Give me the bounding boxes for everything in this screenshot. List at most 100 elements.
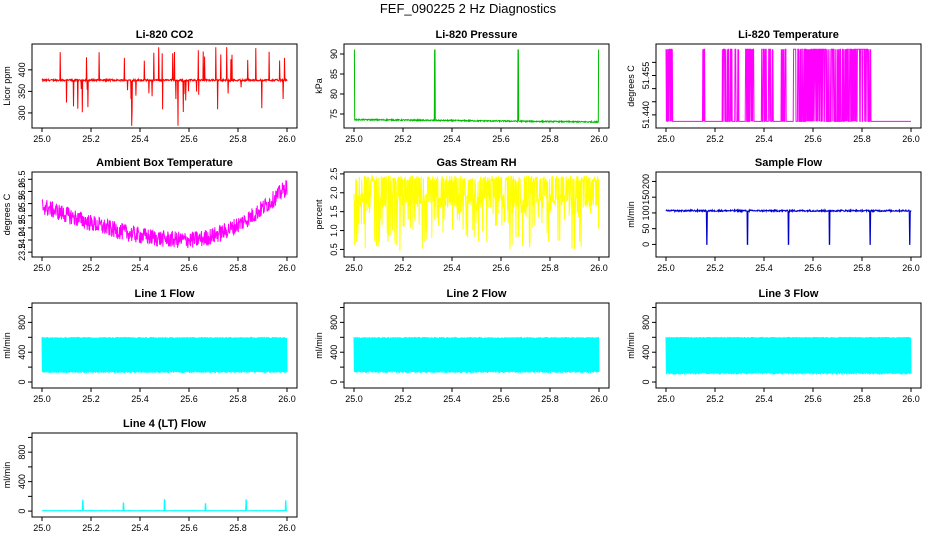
- y-axis-label-pressure: kPa: [314, 78, 324, 94]
- x-tick-label: 25.0: [657, 394, 675, 404]
- plot-frame-line2: [343, 302, 610, 389]
- series-line-co2: [41, 47, 288, 126]
- x-tick-label: 26.0: [590, 394, 608, 404]
- y-tick-label: 90: [329, 49, 339, 59]
- y-tick-label: 400: [17, 62, 27, 77]
- y-tick-label: 23.5: [17, 243, 27, 261]
- x-tick-label: 25.2: [82, 523, 100, 533]
- y-tick-label: 26.5: [17, 171, 27, 189]
- plot-frame-co2: [31, 43, 298, 129]
- x-tick-label: 25.2: [706, 263, 724, 273]
- y-tick-label: 400: [17, 345, 27, 360]
- x-tick-label: 25.2: [82, 263, 100, 273]
- x-tick-label: 25.0: [657, 134, 675, 144]
- y-tick-label: 2.0: [329, 187, 339, 200]
- plot-title-pressure: Li-820 Pressure: [436, 29, 518, 41]
- x-tick-label: 25.8: [229, 263, 247, 273]
- x-tick-label: 26.0: [902, 394, 920, 404]
- y-axis-label-line3: ml/min: [626, 332, 636, 359]
- y-tick-label: 0: [329, 380, 339, 385]
- x-tick-label: 25.2: [706, 134, 724, 144]
- plot-title-line1: Line 1 Flow: [135, 288, 195, 300]
- x-tick-label: 25.6: [180, 394, 198, 404]
- x-tick-label: 25.8: [853, 394, 871, 404]
- y-axis-label-ambient: degrees C: [2, 193, 12, 235]
- y-tick-label: 800: [329, 315, 339, 330]
- plot-frame-temp820: [655, 43, 922, 129]
- y-axis-label-co2: Licor ppm: [2, 66, 12, 106]
- x-tick-label: 25.4: [131, 263, 149, 273]
- x-tick-label: 25.6: [804, 134, 822, 144]
- x-tick-label: 25.6: [492, 134, 510, 144]
- x-tick-label: 25.4: [131, 523, 149, 533]
- plot-frame-sample: [655, 171, 922, 258]
- y-tick-label: 800: [17, 445, 27, 460]
- plot-line4: Line 4 (LT) Flow 25.0 25.2 25.4 25.6 25.8 26.0…: [2, 418, 298, 533]
- series-line-temp820: [665, 48, 911, 122]
- x-tick-label: 25.4: [131, 394, 149, 404]
- x-tick-label: 26.0: [590, 263, 608, 273]
- x-tick-label: 25.8: [541, 263, 559, 273]
- plot-grid: Li-820 CO2 25.0 25.2 25.4 25.6 25.8 26.0 300 350…: [2, 29, 922, 533]
- x-tick-label: 25.4: [755, 134, 773, 144]
- x-tick-label: 26.0: [278, 134, 296, 144]
- x-tick-label: 25.0: [33, 523, 51, 533]
- x-tick-label: 25.0: [345, 263, 363, 273]
- y-tick-label: 400: [641, 345, 651, 360]
- y-tick-label: 51.455: [641, 62, 651, 90]
- x-tick-label: 25.4: [131, 134, 149, 144]
- y-tick-label: 100: [641, 205, 651, 220]
- plot-ambient: Ambient Box Temperature 25.0 25.2 25.4 25.6 2…: [2, 157, 298, 273]
- plot-co2: Li-820 CO2 25.0 25.2 25.4 25.6 25.8 26.0 300 350…: [2, 29, 298, 144]
- x-tick-label: 25.0: [33, 134, 51, 144]
- plot-frame-line4: [31, 432, 298, 518]
- y-tick-label: 400: [329, 345, 339, 360]
- x-tick-label: 25.0: [345, 134, 363, 144]
- plot-frame-line1: [31, 302, 298, 389]
- series-line-ambient: [41, 180, 288, 249]
- series-line-line2: [353, 336, 600, 374]
- plot-frame-ambient: [31, 171, 298, 258]
- x-tick-label: 26.0: [278, 394, 296, 404]
- y-tick-label: 51.440: [641, 101, 651, 129]
- x-tick-label: 26.0: [278, 523, 296, 533]
- x-tick-label: 25.8: [541, 394, 559, 404]
- plot-temp820: Li-820 Temperature 25.0 25.2 25.4 25.6 25.8 26…: [626, 29, 922, 144]
- x-tick-label: 25.8: [229, 394, 247, 404]
- y-tick-label: 0.5: [329, 243, 339, 256]
- x-tick-label: 25.4: [443, 263, 461, 273]
- y-tick-label: 0: [641, 242, 651, 247]
- y-tick-label: 350: [17, 84, 27, 99]
- x-tick-label: 25.4: [443, 394, 461, 404]
- y-tick-label: 75: [329, 109, 339, 119]
- x-tick-label: 25.8: [541, 134, 559, 144]
- y-tick-label: 50: [641, 224, 651, 234]
- figure-title: FEF_090225 2 Hz Diagnostics: [380, 1, 557, 16]
- x-tick-label: 25.0: [345, 394, 363, 404]
- y-axis-label-sample: ml/min: [626, 201, 636, 228]
- y-tick-label: 300: [17, 105, 27, 120]
- y-tick-label: 80: [329, 89, 339, 99]
- x-tick-label: 26.0: [902, 134, 920, 144]
- y-tick-label: 200: [641, 174, 651, 189]
- x-tick-label: 25.2: [394, 394, 412, 404]
- plot-title-rh: Gas Stream RH: [436, 157, 516, 169]
- series-line-sample: [665, 208, 912, 245]
- y-tick-label: 1.0: [329, 224, 339, 237]
- x-tick-label: 25.4: [755, 263, 773, 273]
- plot-line1: Line 1 Flow 25.0 25.2 25.4 25.6 25.8 26.0 0 400 8…: [2, 288, 298, 404]
- y-tick-label: 24.0: [17, 231, 27, 249]
- x-tick-label: 25.2: [394, 134, 412, 144]
- x-tick-label: 25.0: [33, 394, 51, 404]
- x-tick-label: 25.8: [853, 134, 871, 144]
- y-tick-label: 0: [17, 380, 27, 385]
- y-tick-label: 1.5: [329, 205, 339, 218]
- y-tick-label: 800: [17, 315, 27, 330]
- x-tick-label: 25.8: [229, 523, 247, 533]
- x-tick-label: 25.2: [394, 263, 412, 273]
- x-tick-label: 26.0: [590, 134, 608, 144]
- series-line-line3: [665, 336, 912, 375]
- x-tick-label: 25.6: [180, 263, 198, 273]
- plot-frame-pressure: [343, 43, 610, 129]
